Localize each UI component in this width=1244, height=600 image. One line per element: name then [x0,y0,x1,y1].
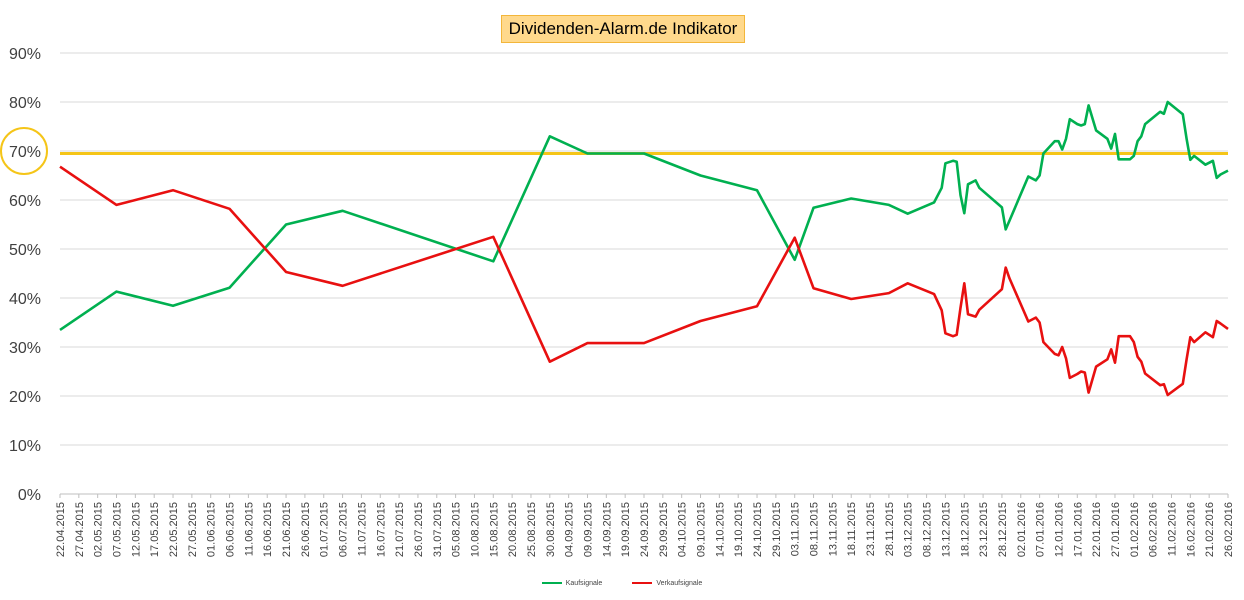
x-tick-label: 30.08.2015 [545,502,557,557]
y-tick-label: 0% [18,487,41,504]
x-tick-label: 03.11.2015 [790,502,802,556]
legend-swatch-kaufsignale [541,582,562,584]
x-tick-label: 21.02.2016 [1204,502,1216,557]
x-tick-label: 09.09.2015 [582,502,594,557]
x-tick-label: 13.12.2015 [940,502,952,557]
x-tick-label: 18.11.2015 [846,502,858,556]
y-tick-label: 80% [9,95,41,112]
x-tick-label: 09.10.2015 [696,502,708,557]
x-tick-label: 26.02.2016 [1223,502,1235,557]
x-tick-label: 26.06.2015 [300,502,312,557]
y-axis-tick-labels: 0% 10% 20% 30% 40% 50% 60% 70% 80% 90% [9,46,41,504]
series-lines [59,100,1229,397]
x-tick-label: 22.04.2015 [55,502,67,557]
x-tick-label: 16.07.2015 [375,502,387,557]
x-tick-label: 27.04.2015 [74,502,86,557]
y-tick-label: 50% [9,242,41,259]
x-tick-label: 12.01.2016 [1053,502,1065,557]
x-tick-label: 29.09.2015 [658,502,670,557]
x-tick-label: 21.06.2015 [281,502,293,557]
legend-item-verkaufsignale: Verkaufsignale [632,576,702,590]
x-tick-label: 10.08.2015 [469,502,481,557]
x-tick-label: 28.12.2015 [997,502,1009,557]
legend-swatch-verkaufsignale [632,582,653,584]
x-tick-label: 06.07.2015 [338,502,350,557]
x-tick-label: 25.08.2015 [526,502,538,557]
x-tick-label: 16.02.2016 [1185,502,1197,557]
x-tick-label: 19.09.2015 [620,502,632,557]
x-tick-label: 08.12.2015 [922,502,934,557]
x-tick-label: 05.08.2015 [451,502,463,557]
y-tick-label: 90% [9,46,41,63]
x-tick-label: 27.01.2016 [1110,502,1122,557]
x-tick-label: 26.07.2015 [413,502,425,557]
x-tick-label: 22.01.2016 [1091,502,1103,557]
x-tick-label: 11.07.2015 [356,502,368,556]
highlight-circle-ring [0,127,48,175]
x-tick-label: 04.09.2015 [564,502,576,557]
series-line-kaufsignale [59,100,1229,331]
x-tick-label: 16.06.2015 [262,502,274,557]
x-axis-tick-labels: 22.04.2015 27.04.2015 02.05.2015 07.05.2015… [55,494,1235,557]
x-tick-label: 24.09.2015 [639,502,651,557]
x-tick-label: 13.11.2015 [827,502,839,556]
x-tick-label: 02.05.2015 [93,502,105,557]
y-tick-label: 20% [9,389,41,406]
gridlines [60,52,1228,495]
x-tick-label: 20.08.2015 [507,502,519,557]
highlight-circle [0,127,48,175]
x-tick-label: 04.10.2015 [677,502,689,557]
x-tick-label: 29.10.2015 [771,502,783,557]
x-tick-label: 03.12.2015 [903,502,915,557]
x-tick-label: 06.02.2016 [1148,502,1160,557]
y-tick-label: 70% [9,144,41,161]
y-tick-label: 10% [9,438,41,455]
x-tick-label: 31.07.2015 [432,502,444,557]
x-tick-label: 15.08.2015 [488,502,500,557]
x-tick-label: 11.02.2016 [1166,502,1178,556]
x-tick-label: 01.07.2015 [319,502,331,557]
x-tick-label: 07.05.2015 [112,502,124,557]
x-tick-label: 14.10.2015 [714,502,726,557]
x-tick-label: 17.05.2015 [149,502,161,557]
y-tick-label: 30% [9,340,41,357]
x-tick-label: 24.10.2015 [752,502,764,557]
legend-label-kaufsignale: Kaufsignale [565,579,603,587]
x-tick-label: 22.05.2015 [168,502,180,557]
x-tick-label: 11.06.2015 [243,502,255,556]
x-tick-label: 06.06.2015 [225,502,237,557]
x-tick-label: 21.07.2015 [394,502,406,557]
x-tick-label: 08.11.2015 [809,502,821,556]
x-tick-label: 01.06.2015 [206,502,218,557]
legend: Kaufsignale Verkaufsignale [0,576,1244,590]
y-tick-label: 60% [9,193,41,210]
series-line-verkaufsignale [59,165,1229,397]
x-tick-label: 01.02.2016 [1129,502,1141,557]
x-tick-label: 02.01.2016 [1016,502,1028,557]
x-tick-label: 17.01.2016 [1072,502,1084,557]
x-tick-label: 27.05.2015 [187,502,199,557]
y-tick-label: 40% [9,291,41,308]
legend-item-kaufsignale: Kaufsignale [541,576,603,590]
chart-title: Dividenden-Alarm.de Indikator [501,15,745,43]
x-tick-label: 23.12.2015 [978,502,990,557]
x-tick-label: 19.10.2015 [733,502,745,557]
x-tick-label: 14.09.2015 [601,502,613,557]
x-tick-label: 18.12.2015 [959,502,971,557]
x-tick-label: 23.11.2015 [865,502,877,556]
x-tick-label: 07.01.2016 [1035,502,1047,557]
x-tick-label: 12.05.2015 [130,502,142,557]
legend-label-verkaufsignale: Verkaufsignale [656,579,703,587]
x-tick-label: 28.11.2015 [884,502,896,556]
